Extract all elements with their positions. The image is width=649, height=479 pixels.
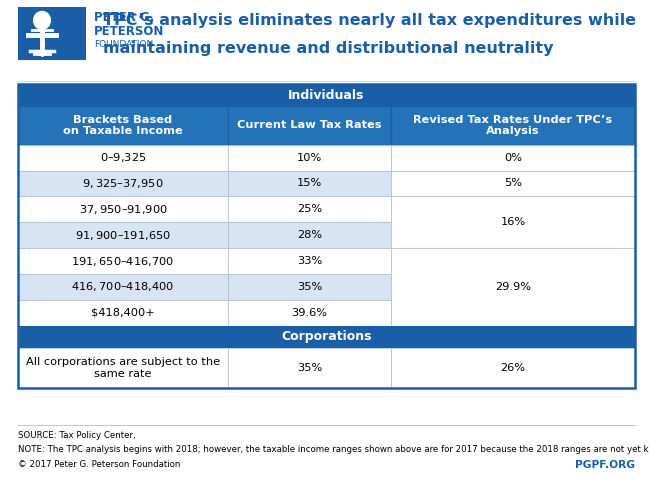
Text: 15%: 15% <box>297 179 322 188</box>
Text: PETERSON: PETERSON <box>94 25 164 38</box>
Text: $416,700 – $418,400: $416,700 – $418,400 <box>71 280 175 294</box>
Bar <box>18 196 228 222</box>
Text: 16%: 16% <box>500 217 526 227</box>
Bar <box>391 171 635 196</box>
Text: Current Law Tax Rates: Current Law Tax Rates <box>238 121 382 130</box>
Text: $37,950 – $91,900: $37,950 – $91,900 <box>79 203 167 216</box>
Text: $9,325 – $37,950: $9,325 – $37,950 <box>82 177 164 190</box>
Bar <box>228 106 391 145</box>
Text: TPC’s analysis eliminates nearly all tax expenditures while: TPC’s analysis eliminates nearly all tax… <box>103 13 635 28</box>
Text: 28%: 28% <box>297 230 322 240</box>
Bar <box>18 348 228 388</box>
Text: 25%: 25% <box>297 205 322 214</box>
Text: 35%: 35% <box>297 282 322 292</box>
Text: SOURCE: Tax Policy Center,: SOURCE: Tax Policy Center, <box>18 431 138 440</box>
Text: $418,400+: $418,400+ <box>91 308 155 318</box>
Bar <box>18 171 228 196</box>
Bar <box>391 106 635 145</box>
Bar <box>18 7 86 60</box>
Bar <box>228 171 391 196</box>
Bar <box>391 145 635 171</box>
Bar <box>228 348 391 388</box>
Bar <box>228 222 391 248</box>
Bar <box>391 348 635 388</box>
Text: PGPF.ORG: PGPF.ORG <box>574 460 635 470</box>
Text: 0%: 0% <box>504 153 522 162</box>
Text: 5%: 5% <box>504 179 522 188</box>
Text: 39.6%: 39.6% <box>291 308 328 318</box>
Text: 29.9%: 29.9% <box>495 282 531 292</box>
Bar <box>18 274 228 300</box>
Bar <box>18 106 228 145</box>
Text: 10%: 10% <box>297 153 322 162</box>
Text: 35%: 35% <box>297 363 322 373</box>
Bar <box>18 300 228 326</box>
Text: FOUNDATION: FOUNDATION <box>94 40 153 49</box>
Bar <box>18 248 228 274</box>
Bar <box>18 84 635 106</box>
Text: Individuals: Individuals <box>288 89 365 102</box>
Bar <box>391 248 635 326</box>
Text: 33%: 33% <box>297 256 322 266</box>
Text: $191,650 – $416,700: $191,650 – $416,700 <box>71 254 175 268</box>
Text: Corporations: Corporations <box>281 331 372 343</box>
Text: 26%: 26% <box>500 363 526 373</box>
Bar <box>228 274 391 300</box>
Text: NOTE: The TPC analysis begins with 2018; however, the taxable income ranges show: NOTE: The TPC analysis begins with 2018;… <box>18 445 649 455</box>
Text: maintaining revenue and distributional neutrality: maintaining revenue and distributional n… <box>103 41 553 56</box>
Ellipse shape <box>33 11 51 30</box>
Bar <box>391 196 635 248</box>
Text: Revised Tax Rates Under TPC’s
Analysis: Revised Tax Rates Under TPC’s Analysis <box>413 114 613 137</box>
Text: All corporations are subject to the
same rate: All corporations are subject to the same… <box>26 357 220 379</box>
Text: $0 – $9,325: $0 – $9,325 <box>100 151 146 164</box>
Bar <box>18 145 228 171</box>
Bar <box>18 326 635 348</box>
Text: Brackets Based
on Taxable Income: Brackets Based on Taxable Income <box>63 114 183 137</box>
Bar <box>228 300 391 326</box>
Bar <box>228 248 391 274</box>
Bar <box>18 222 228 248</box>
Text: PETER G.: PETER G. <box>94 11 154 24</box>
Bar <box>228 145 391 171</box>
Text: $91,900 – $191,650: $91,900 – $191,650 <box>75 228 171 242</box>
Bar <box>18 84 635 388</box>
Bar <box>228 196 391 222</box>
Text: © 2017 Peter G. Peterson Foundation: © 2017 Peter G. Peterson Foundation <box>18 460 180 469</box>
